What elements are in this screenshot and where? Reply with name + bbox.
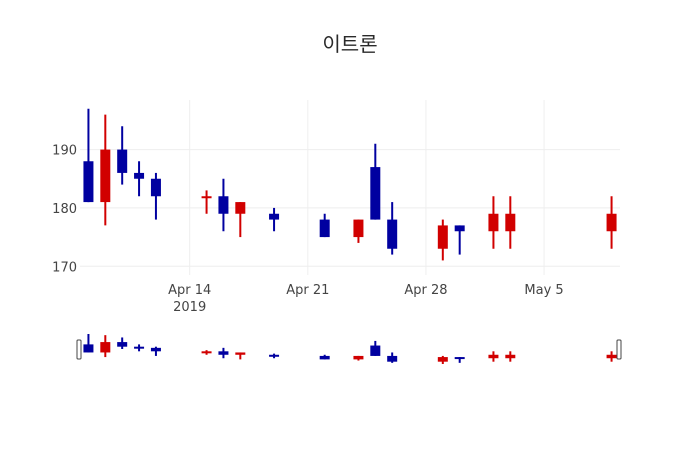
slider-candle: [83, 334, 94, 353]
candle[interactable]: [235, 202, 246, 238]
y-tick-label: 170: [52, 260, 77, 275]
slider-candle: [319, 354, 330, 360]
slider-candle: [606, 351, 617, 362]
candle[interactable]: [201, 190, 212, 214]
x-tick-label: Apr 28: [404, 283, 447, 298]
candle[interactable]: [134, 161, 145, 197]
x-axis: Apr 14 2019 Apr 21 Apr 28 May 5: [168, 283, 564, 315]
range-slider[interactable]: [76, 334, 622, 364]
slider-candle: [505, 351, 516, 362]
slider-candle: [218, 347, 229, 359]
slider-candle: [235, 352, 246, 360]
candle[interactable]: [150, 172, 161, 220]
candle[interactable]: [83, 108, 94, 203]
x-tick-label: May 5: [524, 283, 563, 298]
candle[interactable]: [437, 219, 448, 261]
range-slider-right-handle[interactable]: [616, 339, 622, 360]
slider-candle: [370, 340, 381, 356]
candle[interactable]: [488, 196, 499, 249]
range-slider-left-handle[interactable]: [76, 339, 82, 360]
candle[interactable]: [319, 213, 330, 238]
y-tick-label: 180: [52, 202, 77, 217]
chart-title: 이트론: [322, 32, 378, 56]
slider-candle: [437, 355, 448, 364]
candle[interactable]: [218, 178, 229, 232]
y-tick-label: 190: [52, 144, 77, 159]
x-tick-label: Apr 14: [168, 283, 211, 298]
slider-candle: [454, 357, 465, 363]
y-axis: 170 180 190: [52, 144, 77, 276]
candle[interactable]: [370, 143, 381, 220]
slider-candle: [488, 351, 499, 362]
grid-lines: [80, 100, 620, 275]
candle[interactable]: [100, 114, 111, 226]
candle[interactable]: [454, 225, 465, 255]
slider-candle: [134, 344, 145, 352]
slider-candle: [117, 337, 128, 349]
candle[interactable]: [117, 126, 128, 185]
slider-candle: [150, 346, 161, 356]
slider-candle: [100, 335, 111, 358]
candle[interactable]: [505, 196, 516, 249]
slider-candle: [201, 350, 212, 355]
slider-candle: [353, 355, 364, 361]
candle[interactable]: [606, 196, 617, 249]
candles[interactable]: [83, 108, 617, 261]
slider-candle: [387, 352, 398, 363]
candle[interactable]: [269, 207, 280, 232]
x-tick-label: Apr 21: [286, 283, 329, 298]
candle[interactable]: [353, 219, 364, 243]
x-tick-year: 2019: [173, 300, 206, 315]
slider-candle: [269, 353, 280, 359]
candle[interactable]: [387, 202, 398, 255]
